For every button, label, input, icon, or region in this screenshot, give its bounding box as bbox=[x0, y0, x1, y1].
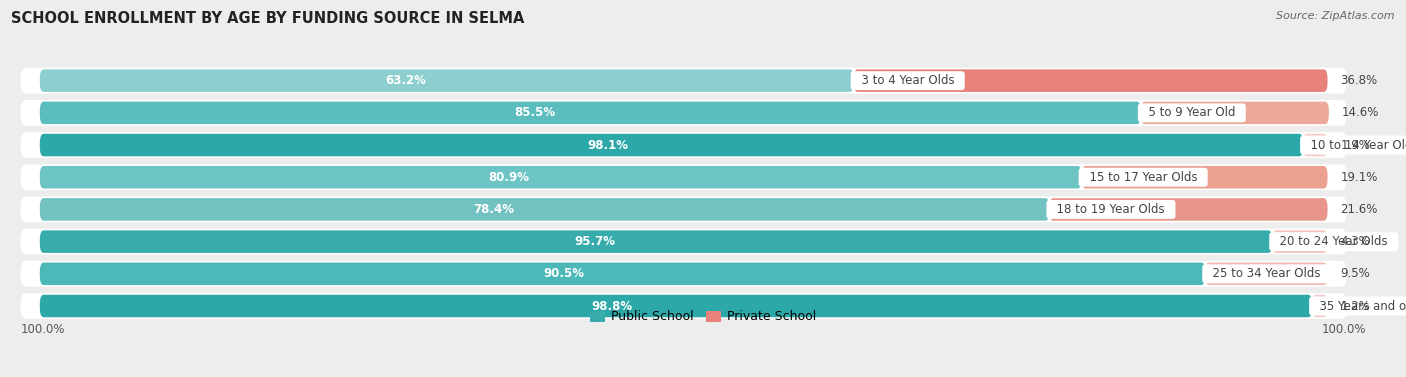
Text: 63.2%: 63.2% bbox=[385, 74, 426, 87]
Legend: Public School, Private School: Public School, Private School bbox=[585, 305, 821, 328]
FancyBboxPatch shape bbox=[39, 134, 1303, 156]
Text: 4.3%: 4.3% bbox=[1340, 235, 1371, 248]
FancyBboxPatch shape bbox=[1205, 262, 1327, 285]
Text: 20 to 24 Year Olds: 20 to 24 Year Olds bbox=[1272, 235, 1395, 248]
Text: 100.0%: 100.0% bbox=[21, 323, 65, 336]
Text: Source: ZipAtlas.com: Source: ZipAtlas.com bbox=[1277, 11, 1395, 21]
FancyBboxPatch shape bbox=[21, 164, 1347, 190]
FancyBboxPatch shape bbox=[39, 198, 1049, 221]
Text: 95.7%: 95.7% bbox=[574, 235, 614, 248]
FancyBboxPatch shape bbox=[21, 261, 1347, 287]
FancyBboxPatch shape bbox=[21, 229, 1347, 254]
Text: 98.1%: 98.1% bbox=[588, 138, 628, 152]
FancyBboxPatch shape bbox=[39, 262, 1205, 285]
Text: 98.8%: 98.8% bbox=[592, 299, 633, 313]
Text: 1.9%: 1.9% bbox=[1340, 138, 1371, 152]
Text: 1.2%: 1.2% bbox=[1340, 299, 1371, 313]
Text: 78.4%: 78.4% bbox=[474, 203, 515, 216]
Text: 90.5%: 90.5% bbox=[544, 267, 585, 280]
Text: 80.9%: 80.9% bbox=[488, 171, 529, 184]
Text: 3 to 4 Year Olds: 3 to 4 Year Olds bbox=[853, 74, 962, 87]
Text: 5 to 9 Year Old: 5 to 9 Year Old bbox=[1140, 106, 1243, 120]
Text: 19.1%: 19.1% bbox=[1340, 171, 1378, 184]
FancyBboxPatch shape bbox=[39, 101, 1140, 124]
Text: 9.5%: 9.5% bbox=[1340, 267, 1371, 280]
FancyBboxPatch shape bbox=[1272, 230, 1327, 253]
Text: 100.0%: 100.0% bbox=[1322, 323, 1367, 336]
FancyBboxPatch shape bbox=[21, 196, 1347, 222]
FancyBboxPatch shape bbox=[39, 295, 1312, 317]
Text: 21.6%: 21.6% bbox=[1340, 203, 1378, 216]
Text: 15 to 17 Year Olds: 15 to 17 Year Olds bbox=[1081, 171, 1205, 184]
Text: 85.5%: 85.5% bbox=[515, 106, 555, 120]
FancyBboxPatch shape bbox=[21, 293, 1347, 319]
FancyBboxPatch shape bbox=[1081, 166, 1327, 188]
Text: 25 to 34 Year Olds: 25 to 34 Year Olds bbox=[1205, 267, 1329, 280]
FancyBboxPatch shape bbox=[39, 166, 1081, 188]
FancyBboxPatch shape bbox=[1312, 295, 1327, 317]
FancyBboxPatch shape bbox=[39, 230, 1272, 253]
Text: SCHOOL ENROLLMENT BY AGE BY FUNDING SOURCE IN SELMA: SCHOOL ENROLLMENT BY AGE BY FUNDING SOUR… bbox=[11, 11, 524, 26]
Text: 36.8%: 36.8% bbox=[1340, 74, 1378, 87]
FancyBboxPatch shape bbox=[1303, 134, 1327, 156]
FancyBboxPatch shape bbox=[39, 69, 853, 92]
FancyBboxPatch shape bbox=[21, 132, 1347, 158]
Text: 35 Years and over: 35 Years and over bbox=[1312, 299, 1406, 313]
Text: 18 to 19 Year Olds: 18 to 19 Year Olds bbox=[1049, 203, 1173, 216]
FancyBboxPatch shape bbox=[21, 100, 1347, 126]
Text: 10 to 14 Year Olds: 10 to 14 Year Olds bbox=[1303, 138, 1406, 152]
FancyBboxPatch shape bbox=[1049, 198, 1327, 221]
Text: 14.6%: 14.6% bbox=[1341, 106, 1379, 120]
FancyBboxPatch shape bbox=[21, 68, 1347, 93]
FancyBboxPatch shape bbox=[1140, 101, 1329, 124]
FancyBboxPatch shape bbox=[853, 69, 1327, 92]
